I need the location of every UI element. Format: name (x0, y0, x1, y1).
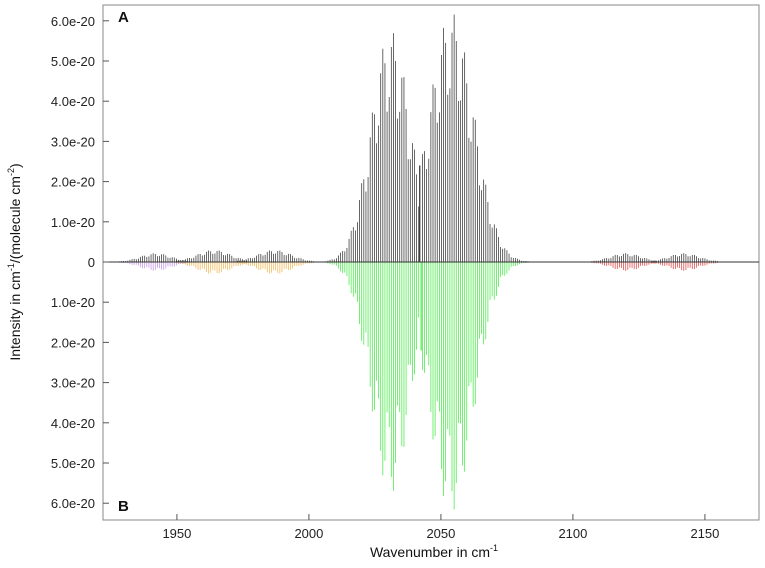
axis-ticks: 1950 2000 2050 2100 2150 6.0e-20 5.0e-20 4.0e-2… (51, 14, 719, 541)
y-axis-title: Intensity in cm-1/(molecule cm-2) (6, 163, 23, 360)
y-tick-label: 1.0e-20 (51, 295, 95, 310)
x-axis-title: Wavenumber in cm-1 (370, 543, 498, 560)
y-tick-label: 5.0e-20 (51, 54, 95, 69)
y-tick-label: 6.0e-20 (51, 496, 95, 511)
y-tick-label: 1.0e-20 (51, 215, 95, 230)
y-tick-label: 2.0e-20 (51, 175, 95, 190)
x-tick-label: 2050 (426, 526, 455, 541)
x-tick-label: 1950 (162, 526, 191, 541)
y-tick-label: 3.0e-20 (51, 134, 95, 149)
y-tick-label: 5.0e-20 (51, 456, 95, 471)
y-tick-label: 4.0e-20 (51, 416, 95, 431)
y-tick-label: 4.0e-20 (51, 94, 95, 109)
spectral-lines (112, 14, 727, 510)
x-tick-label: 2100 (558, 526, 587, 541)
panel-label-b: B (118, 498, 129, 515)
y-tick-label: 2.0e-20 (51, 335, 95, 350)
y-tick-label: 0 (88, 255, 95, 270)
y-tick-label: 3.0e-20 (51, 376, 95, 391)
x-tick-label: 2150 (690, 526, 719, 541)
panel-label-a: A (118, 9, 129, 26)
y-tick-label: 6.0e-20 (51, 14, 95, 29)
x-tick-label: 2000 (294, 526, 323, 541)
